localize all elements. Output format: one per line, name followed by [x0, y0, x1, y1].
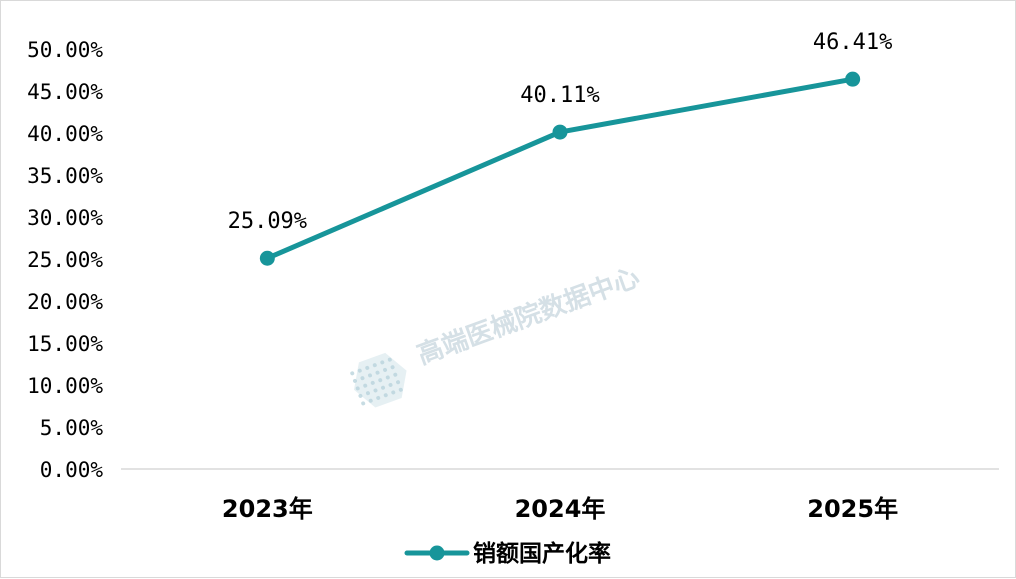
watermark-dot: [376, 395, 381, 400]
y-tick-label: 50.00%: [27, 38, 103, 62]
watermark-dot: [390, 365, 395, 370]
watermark-dot: [355, 386, 360, 391]
y-tick-label: 45.00%: [27, 80, 103, 104]
watermark-dot: [358, 393, 363, 398]
watermark-dot: [368, 398, 373, 403]
y-tick-label: 30.00%: [27, 206, 103, 230]
watermark-dot: [361, 401, 366, 406]
data-point: [259, 250, 275, 266]
data-point: [845, 71, 861, 87]
y-tick-label: 40.00%: [27, 122, 103, 146]
watermark-dot: [375, 370, 380, 375]
watermark-dot: [398, 387, 403, 392]
watermark-dot: [368, 373, 373, 378]
series-layer: 25.09% 40.11% 46.41%: [228, 30, 892, 266]
watermark: 高端医械院数据中心: [350, 262, 644, 408]
watermark-dot: [357, 368, 362, 373]
watermark-dot: [352, 378, 357, 383]
watermark-dot: [360, 376, 365, 381]
watermark-text: 高端医械院数据中心: [413, 262, 644, 371]
watermark-dot: [393, 372, 398, 377]
y-tick-label: 5.00%: [40, 416, 104, 440]
legend-label: 销额国产化率: [473, 540, 611, 567]
x-axis: 2023年 2024年 2025年: [121, 468, 999, 523]
watermark-dot: [372, 363, 377, 368]
watermark-dot: [388, 382, 393, 387]
watermark-dot: [378, 378, 383, 383]
y-tick-label: 10.00%: [27, 374, 103, 398]
watermark-dot: [363, 383, 368, 388]
y-tick-label: 25.00%: [27, 248, 103, 272]
y-axis-ticks: 0.00% 5.00% 10.00% 15.00% 20.00% 25.00% 30.00%…: [27, 38, 103, 482]
y-tick-label: 0.00%: [40, 458, 104, 482]
y-tick-label: 35.00%: [27, 164, 103, 188]
watermark-dot: [381, 385, 386, 390]
watermark-dot: [391, 390, 396, 395]
legend-swatch-marker: [429, 545, 445, 561]
watermark-dot: [365, 365, 370, 370]
watermark-dot: [373, 388, 378, 393]
watermark-dot: [396, 380, 401, 385]
watermark-dot: [383, 367, 388, 372]
x-tick-label: 2023年: [222, 495, 313, 523]
y-tick-label: 15.00%: [27, 332, 103, 356]
data-label: 40.11%: [520, 83, 599, 108]
x-tick-label: 2025年: [807, 495, 898, 523]
watermark-group: 高端医械院数据中心: [350, 262, 644, 408]
watermark-dot: [370, 380, 375, 385]
data-label: 46.41%: [813, 30, 892, 55]
watermark-dot: [380, 360, 385, 365]
y-tick-label: 20.00%: [27, 290, 103, 314]
watermark-dot: [383, 393, 388, 398]
legend: 销额国产化率: [404, 540, 611, 567]
x-tick-label: 2024年: [515, 495, 606, 523]
watermark-dot: [365, 391, 370, 396]
watermark-dot: [387, 357, 392, 362]
watermark-dot: [350, 371, 355, 376]
data-point: [552, 124, 568, 140]
data-label: 25.09%: [228, 209, 307, 234]
watermark-dot: [385, 375, 390, 380]
